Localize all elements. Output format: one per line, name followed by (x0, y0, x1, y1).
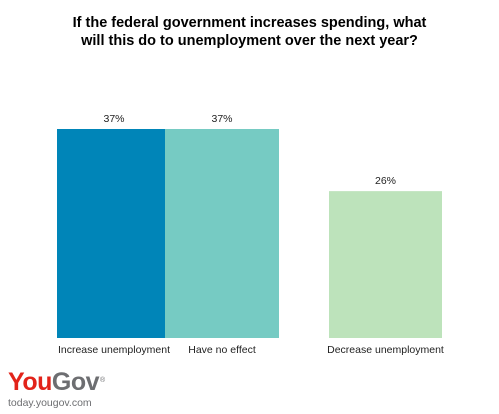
bars-layer (57, 129, 442, 338)
bar-0 (57, 129, 171, 338)
bar-1 (165, 129, 279, 338)
yougov-logo: YouGov® (8, 370, 105, 395)
bar-2 (329, 191, 442, 338)
chart-title-line-2: will this do to unemployment over the ne… (81, 33, 418, 49)
chart-title: If the federal government increases spen… (0, 14, 499, 50)
value-label-1: 37% (211, 113, 232, 125)
registered-mark: ® (100, 377, 105, 384)
category-label-0: Increase unemployment (58, 344, 170, 356)
source-url: today.yougov.com (8, 397, 92, 409)
value-label-2: 26% (375, 175, 396, 187)
labels-layer: 37% Increase unemployment 37% Have no effec… (58, 113, 444, 356)
category-label-2: Decrease unemployment (327, 344, 444, 356)
logo-part-gov: Gov (51, 368, 100, 396)
chart-title-line-1: If the federal government increases spen… (72, 15, 427, 31)
value-label-0: 37% (103, 113, 124, 125)
logo-part-you: You (8, 368, 52, 396)
category-label-1: Have no effect (188, 344, 256, 356)
